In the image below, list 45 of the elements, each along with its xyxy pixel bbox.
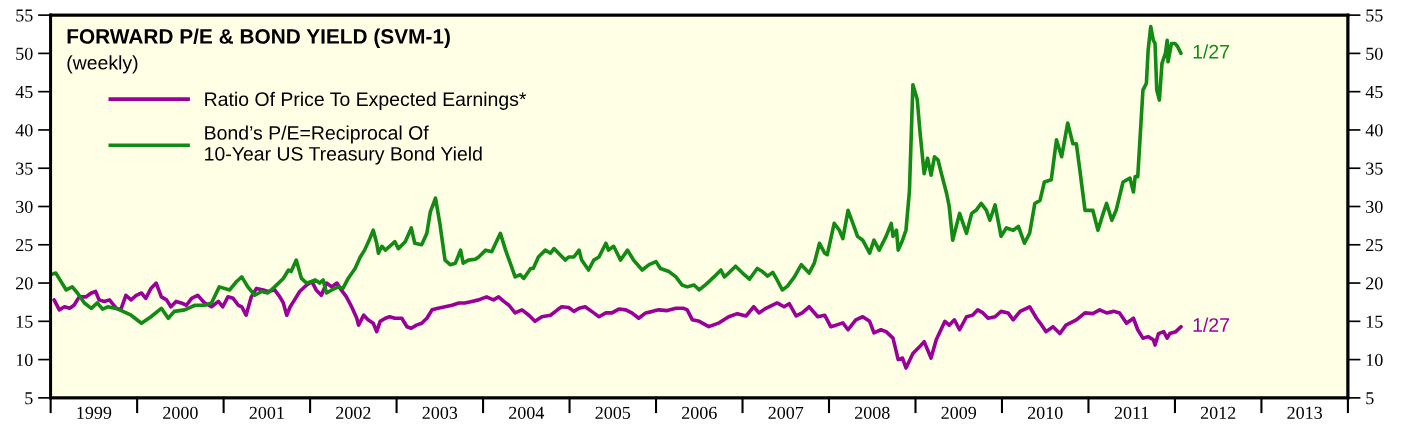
annotation: 1/27 <box>1193 317 1229 332</box>
y2-tick-label: 10 <box>1366 353 1383 367</box>
y-tick-label: 45 <box>15 86 33 99</box>
x-tick-label: 1999 <box>77 406 112 419</box>
x-tick-label: 2003 <box>422 406 458 419</box>
legend-label: Ratio Of Price To Expected Earnings* <box>205 91 527 110</box>
y-tick-label: 15 <box>16 315 33 328</box>
line-series <box>52 279 1183 370</box>
legend-label: Bond’s P/E=Reciprocal Of 10-Year US Treasury Bond Yield <box>205 125 482 165</box>
y2-tick-label: 45 <box>1365 86 1383 99</box>
y-tick-label: 35 <box>16 162 33 175</box>
y-tick-label: 25 <box>16 239 33 252</box>
x-tick-label: 2001 <box>249 406 284 419</box>
y2-tick-label: 30 <box>1366 200 1383 213</box>
text: (weekly) <box>67 55 138 74</box>
x-tick-label: 2007 <box>768 406 804 419</box>
y2-tick-label: 15 <box>1366 315 1383 328</box>
y-tick-label: 30 <box>16 200 33 213</box>
y-tick-label: 50 <box>16 47 33 60</box>
y-tick-label: 40 <box>15 124 33 137</box>
x-tick-label: 2004 <box>509 406 545 419</box>
x-tick-label: 2008 <box>854 406 890 419</box>
y2-tick-label: 5 <box>1366 392 1374 405</box>
y2-tick-label: 35 <box>1366 162 1383 175</box>
y2-tick-label: 25 <box>1366 239 1383 252</box>
x-tick-label: 2006 <box>682 406 717 419</box>
annotation: 1/27 <box>1193 44 1229 59</box>
y-tick-label: 5 <box>25 392 33 405</box>
x-tick-label: 2010 <box>1027 406 1063 419</box>
line-series <box>50 24 1183 326</box>
x-tick-label: 2011 <box>1114 406 1149 419</box>
y-tick-label: 10 <box>16 353 33 367</box>
x-tick-label: 2009 <box>941 406 977 419</box>
x-tick-label: 2002 <box>336 406 371 419</box>
x-tick-label: 2012 <box>1200 406 1236 419</box>
x-tick-label: 2000 <box>163 406 198 419</box>
x-tick-label: 2013 <box>1287 406 1323 419</box>
y2-tick-label: 20 <box>1366 277 1383 290</box>
x-tick-label: 2005 <box>595 406 631 419</box>
text: FORWARD P/E & BOND YIELD (SVM-1) <box>67 28 450 48</box>
y2-tick-label: 50 <box>1366 47 1383 60</box>
y-tick-label: 55 <box>16 9 33 22</box>
y-tick-label: 20 <box>16 277 33 290</box>
y2-tick-label: 55 <box>1366 9 1383 22</box>
y2-tick-label: 40 <box>1365 124 1383 137</box>
